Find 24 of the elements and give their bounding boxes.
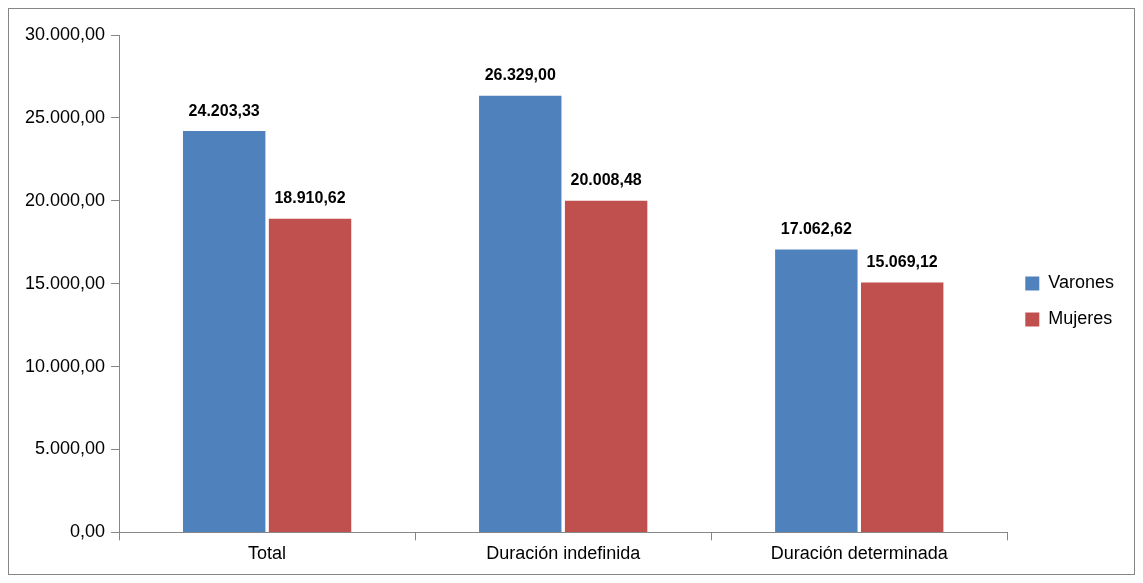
bar (775, 249, 858, 532)
data-label: 20.008,48 (570, 171, 642, 189)
y-tick-label: 5.000,00 (35, 438, 106, 459)
bar (479, 95, 562, 532)
x-tick-label: Duración determinada (770, 543, 949, 564)
data-label: 17.062,62 (780, 219, 853, 237)
y-tick-label: 10.000,00 (25, 355, 106, 376)
bar (860, 282, 944, 532)
y-tick-label: 15.000,00 (25, 272, 106, 293)
data-label: 18.910,62 (274, 189, 346, 207)
y-tick-label: 25.000,00 (25, 106, 106, 127)
legend-label: Mujeres (1048, 308, 1113, 329)
legend-label: Varones (1048, 272, 1115, 293)
bar (182, 131, 266, 532)
bar (564, 200, 648, 532)
data-label: 26.329,00 (484, 66, 556, 84)
y-tick-label: 20.000,00 (25, 189, 106, 210)
x-tick-label: Total (248, 543, 287, 564)
x-tick-label: Duración indefinida (486, 543, 642, 564)
y-tick-label: 0,00 (70, 521, 106, 542)
y-tick-label: 30.000,00 (25, 23, 106, 44)
bar (268, 218, 352, 532)
data-label: 15.069,12 (866, 252, 938, 270)
data-label: 24.203,33 (188, 101, 260, 119)
